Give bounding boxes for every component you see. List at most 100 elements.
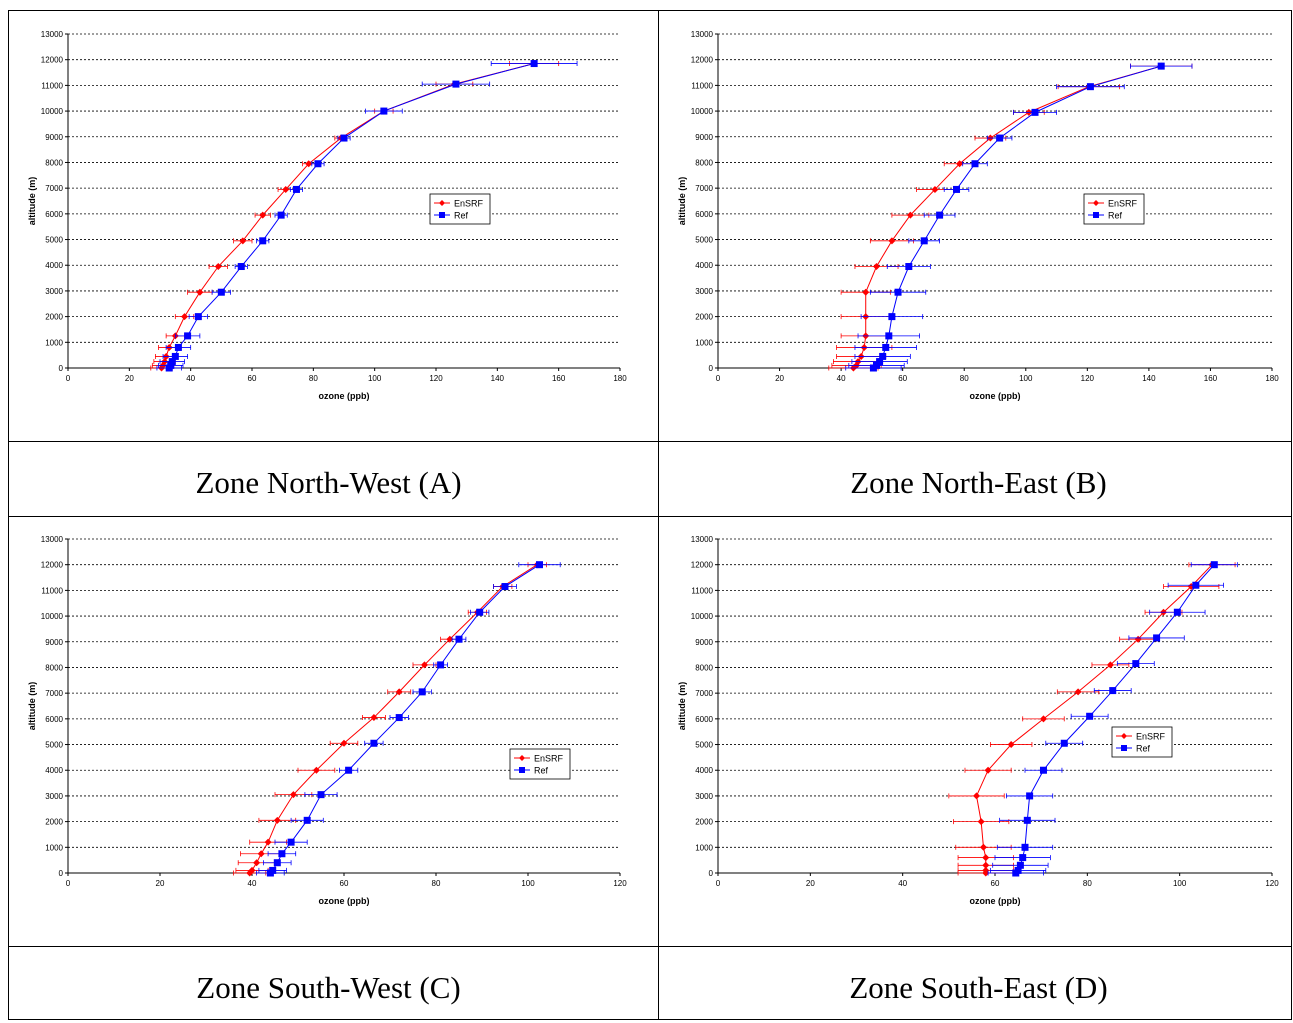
- data-point: [340, 739, 348, 747]
- y-tick-label: 8000: [695, 158, 713, 167]
- y-tick-label: 11000: [691, 586, 713, 595]
- data-point: [418, 688, 426, 696]
- legend-label: Ref: [454, 211, 469, 221]
- data-point: [873, 263, 881, 271]
- data-point: [1132, 660, 1140, 668]
- x-tick-label: 100: [1019, 374, 1033, 383]
- data-point: [982, 866, 990, 874]
- legend-marker: [519, 755, 525, 761]
- x-axis-label: ozone (ppb): [970, 896, 1021, 906]
- legend-label: Ref: [534, 766, 549, 776]
- series-line-ensrf: [249, 564, 538, 874]
- data-point: [370, 714, 378, 722]
- caption-a: Zone North-West (A): [195, 465, 462, 500]
- x-axis-label: ozone (ppb): [319, 896, 370, 906]
- legend-marker: [1121, 733, 1127, 739]
- y-tick-label: 10000: [691, 107, 714, 116]
- chart-south-west: 0100020003000400050006000700080009000100…: [27, 535, 627, 906]
- data-point: [395, 688, 403, 696]
- data-point: [536, 561, 543, 569]
- y-tick-label: 5000: [695, 236, 713, 245]
- y-tick-label: 8000: [45, 663, 63, 672]
- data-point: [345, 766, 353, 774]
- figure-grid: [8, 10, 1292, 1020]
- y-tick-label: 13000: [41, 30, 64, 39]
- data-point: [168, 358, 176, 366]
- data-point: [1074, 688, 1082, 696]
- chart-panel-a: 0 1000 2000 3000 4000 5000 6000 7000 8000 9000 100…: [12, 30, 648, 422]
- data-point: [888, 313, 896, 321]
- series-ref: [256, 561, 561, 877]
- series-ref: [987, 561, 1238, 877]
- y-tick-label: 12000: [691, 56, 714, 65]
- y-tick-label: 6000: [45, 210, 63, 219]
- chart-panel-d: 0 1000 2000 3000 4000 5000 6000 7000 8000 9000 100…: [662, 535, 1290, 927]
- data-point: [259, 211, 267, 219]
- series-line-ref: [270, 564, 540, 874]
- y-tick-label: 4000: [695, 766, 713, 775]
- data-point: [1007, 741, 1015, 749]
- x-tick-label: 120: [429, 374, 443, 383]
- x-tick-label: 60: [898, 374, 907, 383]
- data-point: [1192, 581, 1200, 589]
- y-tick-label: 2000: [45, 818, 63, 827]
- data-point: [971, 160, 979, 168]
- legend-marker: [439, 212, 445, 218]
- series-line-ref: [1015, 564, 1215, 874]
- y-axis-label: altitude (m): [27, 682, 37, 731]
- data-point: [380, 107, 388, 115]
- data-point: [956, 160, 964, 168]
- x-tick-label: 0: [66, 879, 71, 888]
- x-tick-label: 60: [248, 374, 257, 383]
- data-point: [882, 343, 890, 351]
- y-tick-label: 0: [59, 364, 64, 373]
- y-tick-label: 7000: [45, 184, 63, 193]
- data-point: [259, 237, 267, 245]
- legend: EnSRF Ref: [509, 748, 571, 780]
- x-tick-label: 60: [340, 879, 349, 888]
- x-tick-label: 20: [125, 374, 134, 383]
- caption-c: Zone South-West (C): [196, 970, 461, 1005]
- series-line-ensrf: [976, 564, 1213, 873]
- data-point: [289, 791, 297, 799]
- y-tick-label: 13000: [691, 30, 714, 39]
- data-point: [1086, 712, 1094, 720]
- data-point: [1019, 854, 1027, 862]
- data-point: [936, 211, 944, 219]
- legend-box: [1083, 193, 1145, 225]
- legend-marker: [1093, 200, 1099, 206]
- y-tick-label: 8000: [695, 663, 713, 672]
- y-tick-label: 6000: [695, 210, 713, 219]
- y-tick-label: 12000: [41, 561, 64, 570]
- legend-label: EnSRF: [534, 754, 564, 764]
- data-point: [1016, 861, 1024, 869]
- y-tick-label: 1000: [695, 843, 713, 852]
- y-tick-label: 9000: [45, 638, 63, 647]
- x-tick-label: 20: [775, 374, 784, 383]
- y-tick-label: 3000: [695, 792, 713, 801]
- x-axis-label: ozone (ppb): [970, 391, 1021, 401]
- legend-label: Ref: [1108, 211, 1123, 221]
- data-point: [273, 816, 281, 824]
- data-point: [314, 160, 322, 168]
- y-tick-label: 11000: [691, 81, 713, 90]
- data-point: [292, 185, 300, 193]
- series-ensrf: [150, 60, 560, 372]
- caption-b: Zone North-East (B): [850, 465, 1107, 500]
- data-point: [257, 850, 265, 858]
- y-tick-label: 6000: [45, 715, 63, 724]
- data-point: [979, 843, 987, 851]
- legend-box: [1111, 726, 1173, 758]
- data-point: [476, 608, 484, 616]
- data-point: [446, 635, 454, 643]
- data-point: [248, 866, 256, 874]
- data-point: [876, 358, 884, 366]
- y-tick-label: 5000: [45, 236, 63, 245]
- series-ensrf: [948, 561, 1236, 877]
- data-point: [996, 134, 1004, 142]
- y-tick-label: 4000: [45, 261, 63, 270]
- x-tick-label: 120: [1265, 879, 1279, 888]
- grid-divider-h3: [9, 946, 1291, 947]
- x-tick-label: 100: [521, 879, 535, 888]
- y-tick-label: 0: [59, 869, 64, 878]
